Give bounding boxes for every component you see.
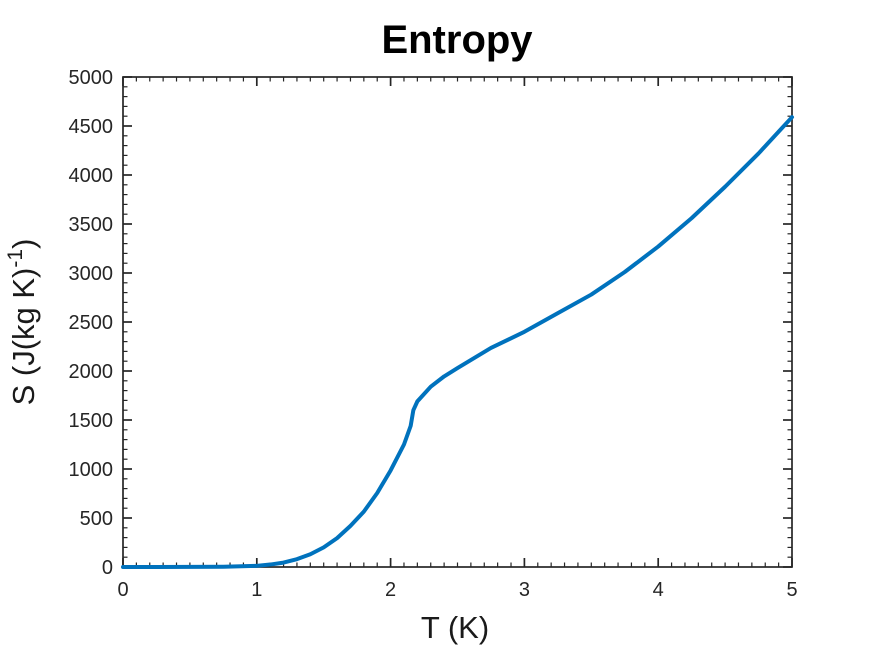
y-tick-label: 1000 bbox=[69, 459, 114, 481]
y-tick-label: 5000 bbox=[69, 67, 114, 89]
x-axis-label: T (K) bbox=[421, 610, 489, 645]
y-tick-label: 4500 bbox=[69, 116, 114, 138]
y-axis-label-superscript: -1 bbox=[4, 249, 27, 268]
y-tick-label: 0 bbox=[102, 557, 113, 579]
y-axis-label-main: S (J(kg K) bbox=[6, 268, 41, 406]
axis-ticks bbox=[122, 76, 793, 568]
x-tick-label: 5 bbox=[786, 579, 797, 601]
axis-tick-labels: 0 1 2 3 4 5 0 500 1000 1500 2000 2500 3000 3500 4000 45… bbox=[69, 67, 798, 601]
y-tick-label: 500 bbox=[80, 508, 113, 530]
y-axis-label-close: ) bbox=[6, 239, 41, 249]
y-tick-label: 2000 bbox=[69, 361, 114, 383]
x-tick-label: 4 bbox=[653, 579, 664, 601]
entropy-curve bbox=[121, 115, 794, 569]
x-tick-label: 0 bbox=[117, 579, 128, 601]
y-tick-label: 4000 bbox=[69, 165, 114, 187]
y-tick-label: 3500 bbox=[69, 214, 114, 236]
plot-area-border bbox=[122, 76, 793, 568]
y-tick-label: 2500 bbox=[69, 312, 114, 334]
x-tick-label: 2 bbox=[385, 579, 396, 601]
x-tick-label: 1 bbox=[251, 579, 262, 601]
y-tick-label: 3000 bbox=[69, 263, 114, 285]
y-tick-label: 1500 bbox=[69, 410, 114, 432]
y-axis-label: S (J(kg K)-1) bbox=[4, 239, 41, 406]
x-tick-label: 3 bbox=[519, 579, 530, 601]
chart-title: Entropy bbox=[381, 18, 533, 62]
